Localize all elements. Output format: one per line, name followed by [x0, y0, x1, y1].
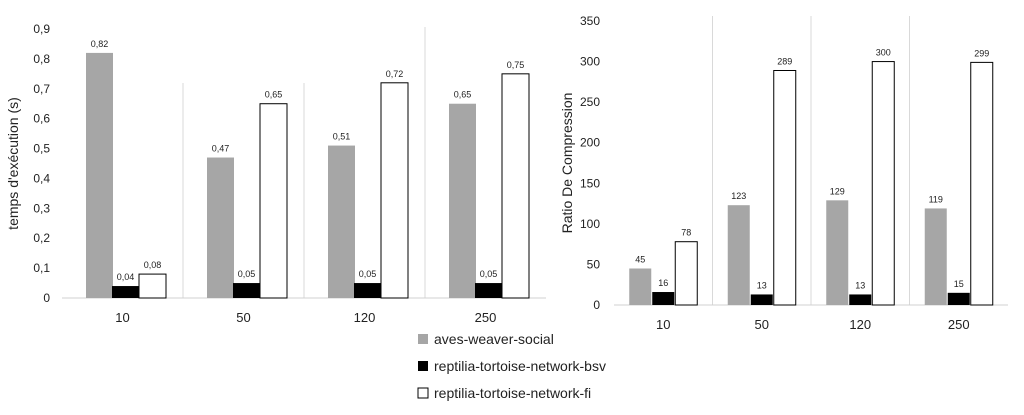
bar-reptilia-tortoise-network-fi: [773, 69, 797, 306]
y-tick-label: 0,2: [33, 231, 50, 245]
data-label: 0,65: [265, 90, 283, 100]
y-tick-label: 0,4: [33, 171, 50, 185]
data-label: 0,51: [333, 132, 351, 142]
data-label: 119: [929, 194, 943, 204]
x-tick-label: 120: [849, 317, 871, 332]
bar-reptilia-tortoise-network-fi: [380, 82, 409, 299]
data-label: 0,05: [359, 269, 377, 279]
legend-swatch: [417, 387, 429, 399]
data-label: 0,08: [144, 260, 162, 270]
legend-label: reptilia-tortoise-network-bsv: [434, 358, 606, 374]
bar-reptilia-tortoise-network-bsv: [233, 283, 260, 298]
y-tick-label: 0,7: [33, 82, 50, 96]
bar-reptilia-tortoise-network-fi: [138, 273, 167, 299]
bar-reptilia-tortoise-network-bsv: [849, 294, 872, 305]
bar-reptilia-tortoise-network-fi: [259, 103, 288, 299]
y-tick-label: 0,9: [33, 22, 50, 36]
data-label: 300: [876, 48, 891, 58]
legend-swatch: [418, 361, 428, 371]
execution-time-chart: 0 0,1 0,2 0,3 0,4 0,5 0,6 0,7 0,8 0,9 temps d'exéc…: [5, 22, 546, 325]
legend: aves-weaver-social reptilia-tortoise-netw…: [417, 331, 606, 401]
data-label: 13: [855, 280, 865, 290]
data-label: 0,65: [454, 90, 472, 100]
bar-aves-weaver-social: [207, 157, 234, 298]
x-tick-label: 10: [656, 317, 670, 332]
bar-aves-weaver-social: [727, 205, 750, 305]
bar-reptilia-tortoise-network-bsv: [475, 283, 502, 298]
y-tick-label: 0,6: [33, 112, 50, 126]
y-tick-label: 0,5: [33, 142, 50, 156]
y-tick-label: 300: [580, 55, 600, 69]
data-label: 0,05: [480, 269, 498, 279]
y-tick-label: 0,3: [33, 201, 50, 215]
data-label: 299: [974, 48, 989, 58]
y-tick-label: 200: [580, 136, 600, 150]
y-tick-label: 250: [580, 95, 600, 109]
y-tick-label: 0: [43, 291, 50, 305]
data-label: 0,47: [212, 144, 230, 154]
data-label: 123: [731, 191, 746, 201]
data-label: 78: [681, 228, 691, 238]
bar-aves-weaver-social: [629, 268, 652, 305]
data-label: 45: [635, 254, 645, 264]
y-tick-label: 0,1: [33, 261, 50, 275]
bar-aves-weaver-social: [86, 52, 113, 299]
bar-reptilia-tortoise-network-bsv: [750, 294, 773, 305]
bar-reptilia-tortoise-network-bsv: [354, 283, 381, 298]
bar-reptilia-tortoise-network-bsv: [112, 286, 139, 298]
data-label: 13: [757, 280, 767, 290]
data-label: 15: [954, 279, 964, 289]
y-tick-label: 100: [580, 217, 600, 231]
y-tick-label: 0,8: [33, 52, 50, 66]
data-label: 0,05: [238, 269, 256, 279]
y-tick-label: 150: [580, 176, 600, 190]
bar-aves-weaver-social: [826, 200, 849, 305]
data-label: 289: [777, 56, 792, 66]
bar-reptilia-tortoise-network-fi: [674, 241, 698, 306]
bar-reptilia-tortoise-network-fi: [871, 61, 895, 306]
bar-reptilia-tortoise-network-fi: [501, 73, 530, 299]
data-label: 0,72: [386, 69, 404, 79]
bar-aves-weaver-social: [328, 145, 355, 298]
compression-ratio-chart: 0 50 100 150 200 250 300 350 Ratio De Compressio…: [559, 14, 1008, 332]
legend-swatch: [418, 334, 428, 344]
data-label: 0,04: [117, 272, 135, 282]
data-label: 0,82: [91, 39, 109, 49]
x-tick-label: 50: [236, 310, 250, 325]
data-label: 0,75: [507, 60, 525, 70]
bar-aves-weaver-social: [924, 208, 947, 305]
data-label: 16: [658, 278, 668, 288]
x-tick-label: 120: [354, 310, 376, 325]
legend-label: aves-weaver-social: [434, 331, 554, 347]
x-tick-label: 250: [475, 310, 497, 325]
x-tick-label: 250: [948, 317, 970, 332]
data-label: 129: [830, 186, 845, 196]
x-tick-label: 10: [115, 310, 129, 325]
legend-label: reptilia-tortoise-network-fi: [434, 385, 591, 401]
bar-aves-weaver-social: [449, 103, 476, 298]
bar-reptilia-tortoise-network-fi: [970, 61, 994, 306]
y-tick-label: 350: [580, 14, 600, 28]
y-tick-label: 50: [587, 257, 601, 271]
y-axis-title: Ratio De Compression: [559, 93, 575, 234]
y-tick-label: 0: [593, 298, 600, 312]
bar-reptilia-tortoise-network-bsv: [947, 292, 970, 305]
bar-reptilia-tortoise-network-bsv: [652, 292, 675, 305]
y-axis-title: temps d'exécution (s): [5, 97, 21, 230]
x-tick-label: 50: [755, 317, 769, 332]
